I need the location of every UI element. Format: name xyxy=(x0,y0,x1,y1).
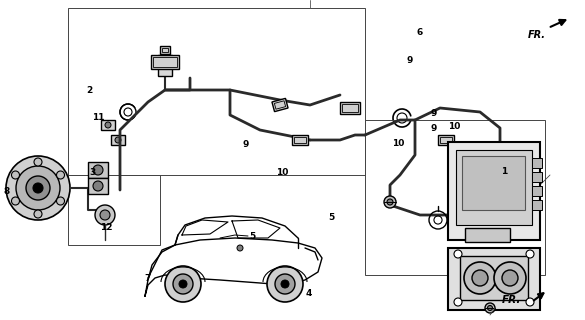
Circle shape xyxy=(57,171,64,179)
Text: 6: 6 xyxy=(417,28,423,37)
Text: 10: 10 xyxy=(276,168,288,177)
Bar xyxy=(274,101,285,109)
Circle shape xyxy=(526,298,534,306)
Circle shape xyxy=(275,274,295,294)
Circle shape xyxy=(179,280,187,288)
Circle shape xyxy=(33,183,43,193)
Circle shape xyxy=(12,171,19,179)
Text: 10: 10 xyxy=(391,139,404,148)
Bar xyxy=(292,135,308,145)
Circle shape xyxy=(485,303,495,313)
Circle shape xyxy=(454,250,462,258)
Circle shape xyxy=(387,199,393,205)
Bar xyxy=(460,256,528,300)
Bar xyxy=(111,135,125,145)
Circle shape xyxy=(281,280,289,288)
Text: 4: 4 xyxy=(306,289,312,298)
Circle shape xyxy=(26,176,50,200)
Text: 9: 9 xyxy=(431,124,437,133)
Bar xyxy=(294,137,306,143)
Circle shape xyxy=(34,210,42,218)
Text: 2: 2 xyxy=(86,86,92,95)
Text: 9: 9 xyxy=(243,140,249,149)
Circle shape xyxy=(100,210,110,220)
Bar xyxy=(532,172,542,182)
Circle shape xyxy=(237,245,243,251)
Circle shape xyxy=(498,230,506,238)
Bar xyxy=(440,137,452,143)
Bar xyxy=(438,135,454,145)
Text: 5: 5 xyxy=(250,232,256,241)
Bar xyxy=(448,142,540,240)
Bar xyxy=(162,48,168,52)
Bar xyxy=(68,8,365,175)
Bar xyxy=(68,175,160,245)
Bar xyxy=(465,228,510,242)
Bar xyxy=(456,150,532,225)
Circle shape xyxy=(95,205,115,225)
Circle shape xyxy=(57,197,64,205)
Text: 1: 1 xyxy=(501,167,507,176)
Circle shape xyxy=(487,306,493,310)
Circle shape xyxy=(500,232,504,236)
Bar xyxy=(272,98,288,112)
Text: FR.: FR. xyxy=(502,295,521,305)
Bar xyxy=(342,104,358,112)
Bar xyxy=(160,46,170,54)
Circle shape xyxy=(494,262,526,294)
Text: 5: 5 xyxy=(328,213,334,222)
Circle shape xyxy=(472,270,488,286)
Bar xyxy=(88,162,108,178)
Bar xyxy=(365,120,545,275)
Circle shape xyxy=(12,197,19,205)
Bar xyxy=(532,200,542,210)
Circle shape xyxy=(526,250,534,258)
Circle shape xyxy=(16,166,60,210)
Bar xyxy=(151,55,179,69)
Text: FR.: FR. xyxy=(528,30,546,40)
Circle shape xyxy=(93,181,103,191)
Text: 9: 9 xyxy=(431,109,437,118)
Bar xyxy=(158,55,172,76)
Text: 8: 8 xyxy=(4,187,10,196)
Text: 7: 7 xyxy=(144,274,150,283)
Text: 3: 3 xyxy=(90,168,95,177)
Text: 10: 10 xyxy=(448,122,460,131)
Text: 12: 12 xyxy=(100,223,113,232)
Text: 9: 9 xyxy=(407,56,412,65)
Circle shape xyxy=(165,266,201,302)
Circle shape xyxy=(34,158,42,166)
Circle shape xyxy=(502,270,518,286)
Bar xyxy=(340,102,360,114)
Circle shape xyxy=(105,122,111,128)
Bar xyxy=(532,186,542,196)
Text: 11: 11 xyxy=(92,113,105,122)
Bar xyxy=(153,57,177,67)
Bar xyxy=(88,178,108,194)
Circle shape xyxy=(93,165,103,175)
Circle shape xyxy=(464,262,496,294)
Circle shape xyxy=(6,156,70,220)
Circle shape xyxy=(470,230,478,238)
Bar xyxy=(448,248,540,310)
Circle shape xyxy=(115,137,121,143)
Bar xyxy=(462,156,525,210)
Bar xyxy=(101,120,115,130)
Circle shape xyxy=(267,266,303,302)
Circle shape xyxy=(454,298,462,306)
Circle shape xyxy=(472,232,476,236)
Bar xyxy=(532,158,542,168)
Circle shape xyxy=(173,274,193,294)
Circle shape xyxy=(384,196,396,208)
